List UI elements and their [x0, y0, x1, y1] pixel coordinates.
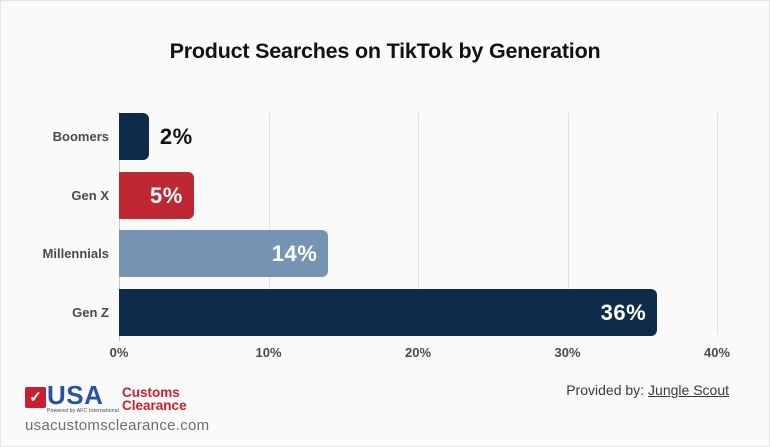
- axis-line: [119, 113, 120, 341]
- x-axis: 0% 10% 20% 30% 40%: [110, 345, 730, 361]
- gridline: [418, 113, 419, 334]
- bar-value-label: 36%: [600, 300, 647, 325]
- bar-category-label: Millennials: [42, 246, 109, 261]
- x-tick-label: 30%: [554, 345, 581, 360]
- logo-customs-clearance-block: Customs Clearance: [122, 385, 187, 413]
- provided-by: Provided by: Jungle Scout: [566, 382, 729, 398]
- bar-value-label: 14%: [271, 241, 318, 266]
- gridline: [717, 113, 718, 334]
- gridline: [567, 113, 569, 334]
- bar-row: Gen Z 36%: [1, 289, 769, 336]
- bar-value-label: 5%: [150, 183, 183, 208]
- logo-usa-text: USA: [47, 380, 104, 410]
- checkmark-icon: ✓: [25, 387, 46, 408]
- provided-by-label: Provided by:: [566, 382, 645, 398]
- logo-usa-block: USA Powered by AFC International: [47, 380, 120, 414]
- chart-title: Product Searches on TikTok by Generation: [169, 39, 601, 63]
- bar-gen-z: 36%: [119, 289, 658, 336]
- plot-area: [119, 113, 718, 341]
- logo-clearance-text: Clearance: [122, 398, 187, 413]
- bar-millennials: 14%: [119, 230, 329, 277]
- gridline: [268, 113, 270, 334]
- logo-powered-by-text: Powered by AFC International: [47, 408, 120, 414]
- jungle-scout-link[interactable]: Jungle Scout: [648, 382, 729, 398]
- website-url: usacustomsclearance.com: [25, 417, 210, 434]
- usa-customs-clearance-logo: ✓ USA Powered by AFC International Custo…: [25, 380, 187, 414]
- x-tick-label: 40%: [703, 345, 731, 360]
- bar-boomers: 2%: [119, 113, 192, 160]
- x-tick-label: 20%: [404, 345, 432, 360]
- bar-category-label: Gen X: [71, 188, 109, 203]
- bar-category-label: Gen Z: [72, 305, 109, 320]
- bar-category-label: Boomers: [52, 129, 109, 144]
- bar-row: Boomers 2%: [1, 113, 769, 160]
- bar-row: Millennials 14%: [1, 230, 769, 277]
- logo-customs-text: Customs: [122, 385, 180, 400]
- bar-row: Gen X 5%: [1, 172, 769, 219]
- x-tick-label: 0%: [109, 345, 129, 360]
- x-tick-label: 10%: [255, 345, 282, 360]
- bar-gen-x: 5%: [119, 172, 194, 219]
- bar-value-label: 2%: [159, 124, 193, 149]
